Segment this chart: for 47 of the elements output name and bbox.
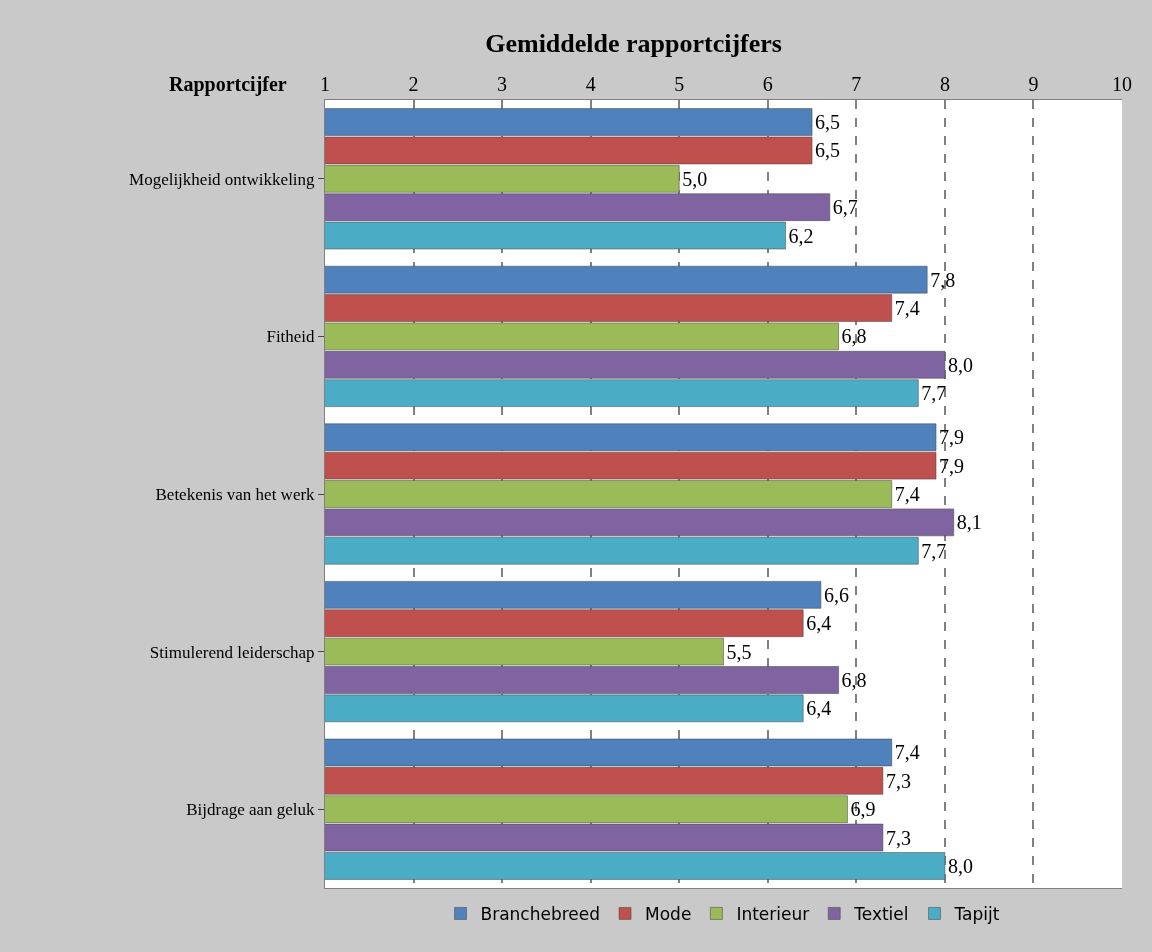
y-tick-label: Fitheid	[266, 327, 316, 347]
x-tick-label: 8	[939, 73, 950, 95]
x-tick-label: 10	[1112, 73, 1132, 95]
data-label: 6,8	[841, 325, 867, 348]
data-label: 7,8	[930, 268, 956, 291]
data-label: 6,2	[788, 224, 814, 247]
data-label: 7,3	[885, 826, 911, 849]
data-label: 7,4	[894, 483, 920, 505]
legend-label: Branchebreed	[480, 904, 601, 925]
data-label: 7,9	[939, 426, 965, 449]
x-tick-label: 3	[497, 73, 508, 95]
data-label: 8,0	[947, 353, 973, 376]
data-label: 7,7	[921, 382, 947, 405]
x-tick-label: 6	[762, 73, 773, 95]
x-tick-label: 4	[585, 73, 596, 95]
data-label: 6,5	[815, 111, 841, 134]
data-label: 6,7	[832, 196, 858, 219]
data-label: 7,4	[894, 741, 920, 764]
y-tick-label: Betekenis van het werk	[155, 484, 316, 504]
data-label: 6,6	[823, 583, 849, 606]
y-tick-label: Mogelijkheid ontwikkeling	[129, 169, 316, 189]
x-tick-label: 5	[674, 73, 685, 95]
data-label: 7,3	[885, 769, 911, 792]
x-tick-label: 2	[408, 73, 419, 95]
data-label: 8,1	[956, 511, 982, 534]
x-tick-label: 1	[320, 73, 330, 95]
data-label: 5,0	[682, 167, 708, 190]
legend-label: Interieur	[736, 904, 810, 925]
chart-title: Gemiddelde rapportcijfers	[485, 28, 782, 58]
legend-label: Mode	[645, 904, 692, 925]
legend-label: Textiel	[853, 904, 909, 925]
x-axis-title: Rapportcijfer	[169, 73, 287, 96]
data-label: 6,5	[815, 139, 841, 162]
data-label: 5,5	[726, 640, 752, 663]
data-label: 7,9	[939, 454, 965, 477]
data-label: 6,4	[806, 697, 832, 720]
data-label: 6,9	[850, 798, 876, 821]
data-label: 7,7	[921, 539, 947, 562]
data-label: 8,0	[947, 854, 973, 877]
data-label: 7,4	[894, 297, 920, 320]
data-label: 6,4	[806, 612, 832, 635]
y-tick-label: Bijdrage aan geluk	[186, 800, 316, 820]
x-tick-label: 9	[1028, 73, 1039, 95]
data-label: 6,8	[841, 668, 867, 691]
y-tick-label: Stimulerend leiderschap	[149, 642, 315, 662]
x-tick-label: 7	[851, 73, 862, 95]
legend-label: Tapijt	[953, 904, 1000, 925]
